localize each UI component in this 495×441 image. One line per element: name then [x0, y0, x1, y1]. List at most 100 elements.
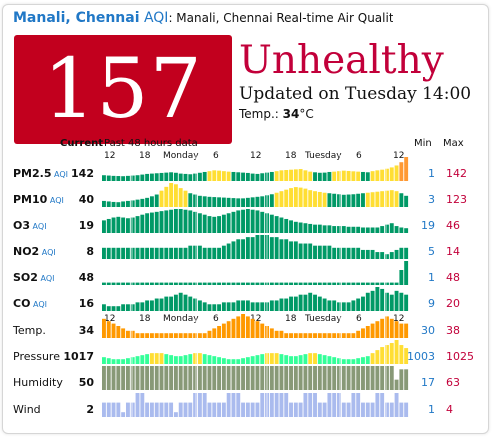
pm25-bar — [150, 174, 154, 181]
so2-bar — [107, 283, 111, 285]
no2-bar — [174, 248, 178, 259]
no2-bar — [279, 239, 283, 259]
mid-time-label: Monday — [163, 314, 199, 324]
temp-bar — [179, 333, 183, 338]
pm25-bar — [126, 176, 130, 181]
temp-bar — [342, 333, 346, 338]
o3-bar — [198, 213, 202, 233]
o3-graph[interactable] — [102, 207, 408, 233]
pm10-bar — [361, 193, 365, 207]
temp-bar — [390, 319, 394, 338]
no2-bar — [275, 237, 279, 259]
co-bar — [399, 293, 403, 311]
o3-bar — [395, 226, 399, 233]
pm10-bar — [327, 193, 331, 207]
wind-bar — [375, 393, 379, 417]
wind-bar — [395, 393, 399, 417]
temp-bar — [347, 333, 351, 338]
wind-bar — [222, 403, 226, 417]
wind-bar — [169, 403, 173, 417]
pm25-bar — [395, 165, 399, 181]
o3-bar — [102, 220, 106, 233]
pressure-bar — [246, 357, 250, 364]
humidity-bar — [222, 366, 226, 390]
pm25-bar — [107, 176, 111, 181]
co-bar — [251, 302, 255, 311]
temp-bar — [222, 324, 226, 338]
co-bar — [227, 302, 231, 311]
co-graph[interactable] — [102, 285, 408, 311]
pressure-bar — [332, 357, 336, 364]
so2-bar — [222, 283, 226, 285]
so2-bar — [342, 283, 346, 285]
pm10-graph[interactable] — [102, 181, 408, 207]
so2-bar — [131, 283, 135, 285]
humidity-graph[interactable] — [102, 364, 408, 390]
pressure-bar — [318, 354, 322, 364]
pm25-bar — [260, 173, 264, 181]
wind-bar — [198, 393, 202, 417]
humidity-bar — [203, 366, 207, 390]
o3-bar — [303, 223, 307, 233]
wind-bar — [102, 403, 106, 417]
co-bar — [160, 299, 164, 311]
wind-bar — [366, 403, 370, 417]
no2-bar — [217, 248, 221, 259]
co-bar — [131, 304, 135, 311]
pressure-bar — [356, 358, 360, 364]
pressure-graph[interactable] — [102, 338, 408, 364]
pm10-bar — [126, 201, 130, 207]
so2-bar — [375, 283, 379, 285]
wind-bar — [236, 393, 240, 417]
temp-bar — [208, 331, 212, 338]
wind-bar — [356, 393, 360, 417]
no2-bar — [404, 248, 408, 259]
humidity-bar — [270, 366, 274, 390]
wind-bar — [140, 393, 144, 417]
pressure-bar — [184, 355, 188, 364]
humidity-bar — [131, 366, 135, 390]
co-bar — [126, 304, 130, 311]
so2-bar — [361, 283, 365, 285]
humidity-bar — [323, 366, 327, 390]
pm25-bar — [121, 176, 125, 181]
pm25-bar — [342, 171, 346, 181]
mid-time-label: Tuesday — [304, 314, 342, 324]
temp-bar — [251, 319, 255, 338]
co-bar — [174, 295, 178, 311]
no2-graph[interactable] — [102, 233, 408, 259]
wind-bar — [136, 393, 140, 417]
so2-graph[interactable] — [102, 259, 408, 285]
o3-bar — [361, 227, 365, 233]
pressure-bar — [136, 356, 140, 364]
temp-bar — [174, 333, 178, 338]
co-bar — [299, 295, 303, 311]
wind-bar — [308, 393, 312, 417]
temp-bar — [351, 333, 355, 338]
pm25-bar — [246, 173, 250, 181]
wind-bar — [284, 393, 288, 417]
no2-bar — [112, 248, 116, 259]
co-bar — [102, 304, 106, 311]
so2-bar — [126, 283, 130, 285]
so2-bar — [303, 283, 307, 285]
pm10-bar — [164, 187, 168, 207]
pm10-bar — [184, 191, 188, 207]
so2-bar — [313, 283, 317, 285]
pm10-bar — [227, 198, 231, 207]
pressure-bar — [275, 353, 279, 364]
no2-bar — [145, 248, 149, 259]
pm10-bar — [313, 191, 317, 207]
co-bar — [284, 299, 288, 311]
wind-bar — [164, 403, 168, 417]
so2-bar — [227, 283, 231, 285]
wind-bar — [126, 403, 130, 417]
pm10-bar — [203, 196, 207, 207]
humidity-bar — [395, 380, 399, 390]
no2-bar — [318, 246, 322, 259]
pm25-bar — [347, 171, 351, 181]
wind-bar — [188, 403, 192, 417]
no2-bar — [150, 248, 154, 259]
wind-graph[interactable] — [102, 391, 408, 417]
